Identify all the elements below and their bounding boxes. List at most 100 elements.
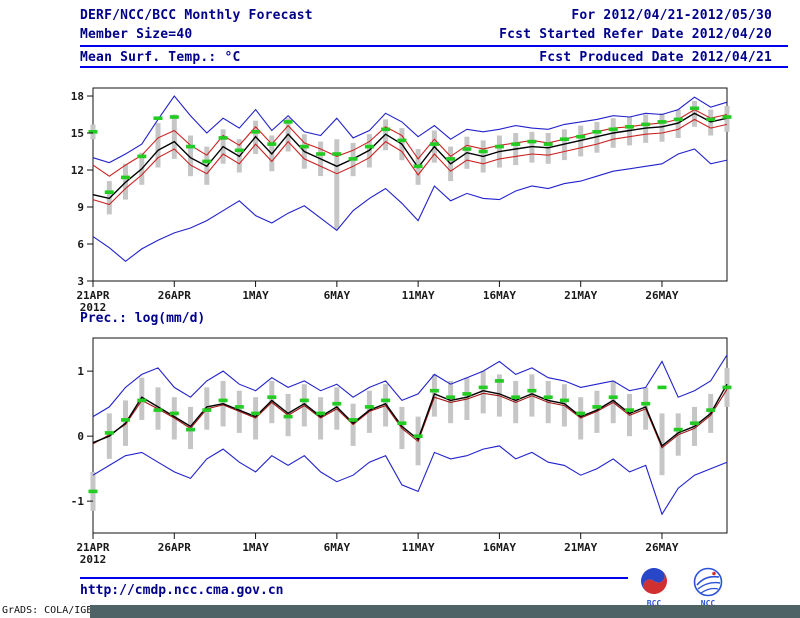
- green-dash-marker: [657, 385, 667, 390]
- x-tick-label: 26APR: [158, 541, 191, 554]
- green-dash-marker: [397, 421, 407, 425]
- bcc-logo-red-swirl: [643, 571, 667, 594]
- green-dash-marker: [169, 115, 179, 119]
- green-dash-marker: [381, 398, 391, 403]
- green-dash-marker: [706, 117, 716, 122]
- green-dash-marker: [446, 157, 456, 161]
- green-dash-marker: [478, 385, 488, 390]
- x-tick-label: 16MAY: [483, 289, 516, 302]
- green-dash-marker: [332, 152, 342, 156]
- green-dash-marker: [625, 408, 634, 412]
- bcc-logo-label: BCC: [647, 599, 662, 608]
- green-dash-marker: [690, 106, 699, 111]
- ncc-logo-swoosh-1: [696, 575, 720, 586]
- header-divider-2: [80, 66, 788, 68]
- green-dash-marker: [104, 431, 114, 435]
- green-dash-marker: [722, 115, 732, 119]
- green-dash-marker: [88, 489, 98, 494]
- green-dash-marker: [527, 388, 537, 393]
- x-tick-label: 21MAY: [564, 541, 597, 554]
- grads-credit: GrADS: COLA/IGES: [2, 605, 99, 616]
- ncc-logo-sun-dot: [712, 571, 716, 576]
- green-dash-marker: [299, 144, 309, 149]
- y-tick-label: 12: [71, 164, 84, 177]
- green-dash-marker: [446, 395, 456, 399]
- green-dash-marker: [283, 120, 293, 124]
- green-dash-marker: [234, 405, 244, 409]
- red-lower-line: [92, 118, 728, 206]
- green-dash-marker: [543, 142, 553, 146]
- y-tick-label: 1: [77, 365, 84, 378]
- ncc-logo-swoosh-3: [700, 587, 719, 594]
- fcst-start-date: Fcst Started Refer Date 2012/04/20: [499, 27, 772, 42]
- x-tick-label: 26APR: [158, 289, 191, 302]
- green-dash-marker: [186, 427, 195, 432]
- green-dash-marker: [202, 408, 212, 412]
- y-tick-label: 18: [71, 90, 84, 103]
- green-dash-marker: [429, 142, 439, 146]
- green-dash-marker: [559, 137, 569, 141]
- blue-upper-line: [92, 95, 728, 164]
- green-dash-marker: [576, 134, 586, 139]
- x-tick-label: 21MAY: [564, 289, 597, 302]
- green-dash-marker: [364, 405, 374, 409]
- y-tick-label: -1: [71, 495, 85, 508]
- green-dash-marker: [608, 127, 618, 132]
- temp-panel-title: Mean Surf. Temp.: °C: [80, 50, 241, 65]
- source-url-link[interactable]: http://cmdp.ncc.cma.gov.cn: [80, 583, 284, 598]
- bcc-logo-blue-swirl: [641, 568, 665, 591]
- ensemble-mean-line: [92, 112, 728, 200]
- blue-lower-line: [92, 445, 728, 516]
- green-dash-marker: [559, 398, 569, 403]
- green-dash-marker: [218, 136, 228, 140]
- green-dash-marker: [137, 398, 147, 403]
- green-dash-marker: [543, 395, 553, 399]
- green-dash-marker: [576, 411, 586, 416]
- spread-bar: [171, 114, 177, 159]
- green-dash-marker: [153, 116, 163, 120]
- green-dash-marker: [625, 125, 634, 129]
- green-dash-marker: [348, 418, 358, 422]
- green-dash-marker: [234, 148, 244, 153]
- green-dash-marker: [592, 405, 602, 409]
- red-line: [92, 389, 728, 449]
- green-dash-marker: [153, 408, 163, 412]
- blue-upper-line: [92, 354, 728, 418]
- green-dash-marker: [706, 408, 716, 412]
- green-dash-marker: [657, 120, 667, 124]
- grads-bottom-strip: [90, 605, 800, 618]
- green-dash-marker: [267, 395, 277, 399]
- x-tick-label: 11MAY: [402, 289, 435, 302]
- x-tick-label: 6MAY: [324, 541, 351, 554]
- spread-bar: [334, 139, 340, 230]
- green-dash-marker: [429, 388, 439, 393]
- spread-bar: [155, 123, 161, 168]
- green-dash-marker: [592, 130, 602, 134]
- logo-group: BCC NCC: [636, 566, 728, 608]
- x-year-label: 2012: [80, 553, 107, 566]
- y-tick-label: 3: [77, 275, 84, 288]
- green-dash-marker: [381, 127, 391, 132]
- green-dash-marker: [641, 401, 651, 406]
- ncc-logo: NCC: [693, 567, 723, 608]
- x-tick-label: 21APR: [76, 541, 109, 554]
- ensemble-mean-line: [92, 383, 728, 448]
- green-dash-marker: [413, 434, 423, 438]
- green-dash-marker: [511, 142, 521, 146]
- green-dash-marker: [283, 414, 293, 419]
- green-dash-marker: [251, 130, 261, 134]
- green-dash-marker: [251, 411, 261, 416]
- forecast-range: For 2012/04/21-2012/05/30: [571, 8, 772, 23]
- green-dash-marker: [299, 398, 309, 403]
- green-dash-marker: [316, 152, 326, 156]
- ncc-logo-swoosh-2: [697, 581, 721, 590]
- x-tick-label: 6MAY: [324, 289, 351, 302]
- member-size-label: Member Size=40: [80, 27, 193, 42]
- precip-panel-title: Prec.: log(mm/d): [80, 311, 206, 326]
- green-dash-marker: [397, 138, 407, 143]
- green-dash-marker: [608, 395, 618, 399]
- green-dash-marker: [494, 144, 504, 149]
- green-dash-marker: [218, 398, 228, 403]
